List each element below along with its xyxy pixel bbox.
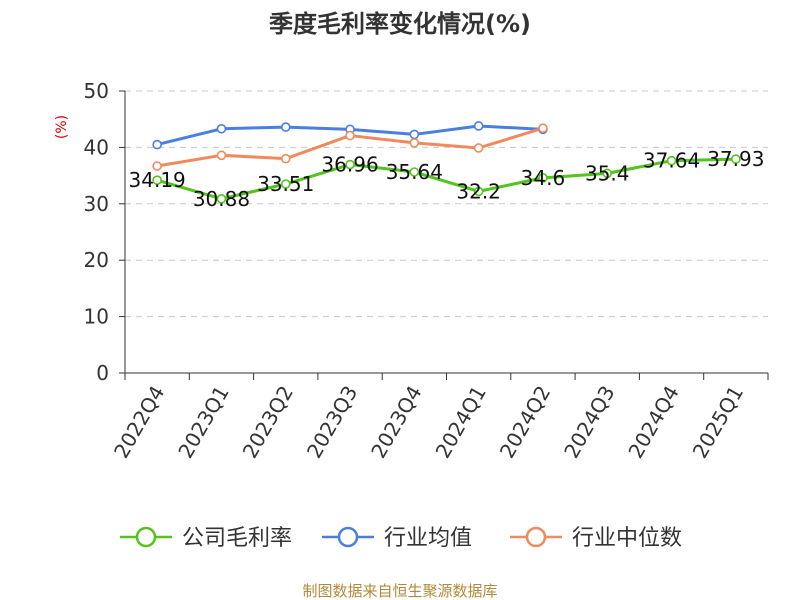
x-tick-label: 2023Q4 <box>366 382 426 463</box>
data-point <box>409 167 420 177</box>
data-point <box>216 123 227 134</box>
data-label: 34.6 <box>521 166 566 190</box>
series-line <box>156 157 736 201</box>
data-label: 33.51 <box>257 172 314 196</box>
y-tick-label: 0 <box>96 361 109 385</box>
chart-title: 季度毛利率变化情况(%) <box>269 10 531 38</box>
x-tick-label: 2025Q1 <box>688 382 748 463</box>
data-labels: 34.19 30.88 33.51 36.96 35.64 32.2 34.6 35.4 37.… <box>129 147 765 211</box>
data-point <box>216 194 227 204</box>
legend: 公司毛利率 行业均值 行业中位数 <box>120 526 682 551</box>
data-point <box>280 153 291 164</box>
data-point <box>152 175 162 185</box>
legend-marker-icon <box>135 526 157 548</box>
x-tick-label: 2023Q1 <box>173 382 233 463</box>
source-note: 制图数据来自恒生聚源数据库 <box>302 582 497 600</box>
series-group <box>152 121 741 204</box>
y-tick-label: 50 <box>84 79 109 103</box>
legend-marker-icon <box>337 526 359 548</box>
legend-label: 行业均值 <box>384 526 472 551</box>
data-point <box>280 122 291 132</box>
y-tick-label: 20 <box>84 248 109 272</box>
data-point <box>473 186 484 197</box>
legend-marker-icon <box>525 526 547 548</box>
data-label: 30.88 <box>193 187 250 211</box>
x-tick-label: 2023Q3 <box>302 382 362 463</box>
data-point <box>666 155 677 166</box>
gridlines <box>125 90 768 318</box>
data-label: 35.4 <box>585 161 630 185</box>
data-point <box>602 168 613 179</box>
legend-label: 行业中位数 <box>572 526 682 551</box>
data-point <box>280 179 291 189</box>
x-tick-label: 2023Q2 <box>238 382 298 463</box>
x-tick-label: 2024Q1 <box>431 382 491 463</box>
data-label: 32.2 <box>456 179 501 203</box>
data-point <box>216 150 227 161</box>
data-point <box>473 121 484 131</box>
data-label: 36.96 <box>321 153 378 177</box>
data-point <box>152 139 162 150</box>
y-axis-label: (%) <box>54 115 70 139</box>
data-point <box>409 138 420 148</box>
data-point <box>538 173 548 183</box>
y-tick-label: 40 <box>84 135 109 159</box>
data-point <box>345 159 355 170</box>
data-point <box>538 123 548 134</box>
data-label: 37.93 <box>707 147 764 171</box>
data-point <box>731 154 741 164</box>
x-tick-label: 2024Q3 <box>559 382 619 463</box>
data-point <box>473 143 484 153</box>
data-point <box>345 130 355 141</box>
x-tick-label: 2024Q2 <box>495 382 555 463</box>
data-label: 35.64 <box>386 160 443 184</box>
data-label: 37.64 <box>643 149 700 173</box>
x-tick-label: 2022Q4 <box>109 382 169 463</box>
x-tick-label: 2024Q4 <box>623 382 683 463</box>
y-tick-label: 10 <box>84 305 109 329</box>
data-label: 34.19 <box>129 168 186 192</box>
y-tick-label: 30 <box>84 192 109 216</box>
data-point <box>152 161 162 171</box>
legend-label: 公司毛利率 <box>182 526 292 551</box>
data-point <box>409 129 420 140</box>
